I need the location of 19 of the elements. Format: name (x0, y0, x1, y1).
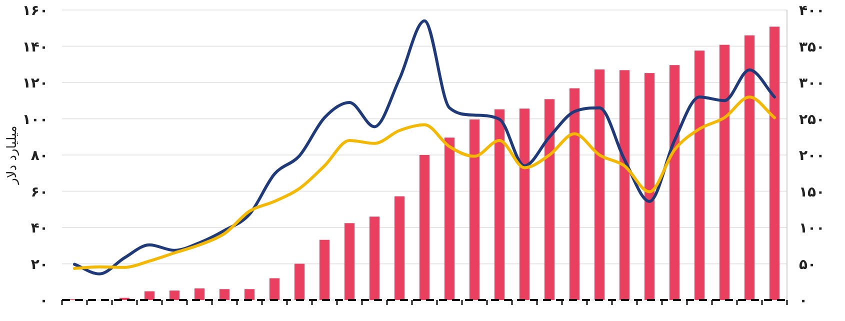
y-tick-label: ۴۰ (30, 220, 48, 236)
y2-tick-label: ۳۵۰ (799, 39, 825, 56)
y-axis-title: میلیارد دلار (5, 126, 20, 186)
y2-tick-label: ۵۰ (799, 256, 816, 273)
y-tick-label: ۱۶۰ (22, 3, 48, 19)
y2-tick-label: ۲۵۰ (799, 112, 825, 128)
y2-tick-label: ۳۰۰ (799, 76, 825, 92)
y-tick-label: ۶۰ (30, 184, 48, 200)
y-tick-label: ۰ (39, 293, 48, 309)
y2-tick-label: ۲۰۰ (799, 148, 825, 164)
y-tick-label: ۱۰۰ (22, 112, 48, 128)
y-tick-label: ۱۴۰ (22, 39, 48, 56)
y-tick-label: ۱۲۰ (22, 76, 48, 92)
y-tick-label: ۲۰ (30, 256, 48, 273)
y2-tick-label: ۱۰۰ (799, 220, 825, 236)
y2-tick-label: ۴۰۰ (799, 3, 825, 19)
y-tick-label: ۸۰ (30, 148, 48, 164)
y2-tick-label: ۱۵۰ (799, 184, 825, 200)
y2-tick-label: ۰ (799, 293, 808, 309)
